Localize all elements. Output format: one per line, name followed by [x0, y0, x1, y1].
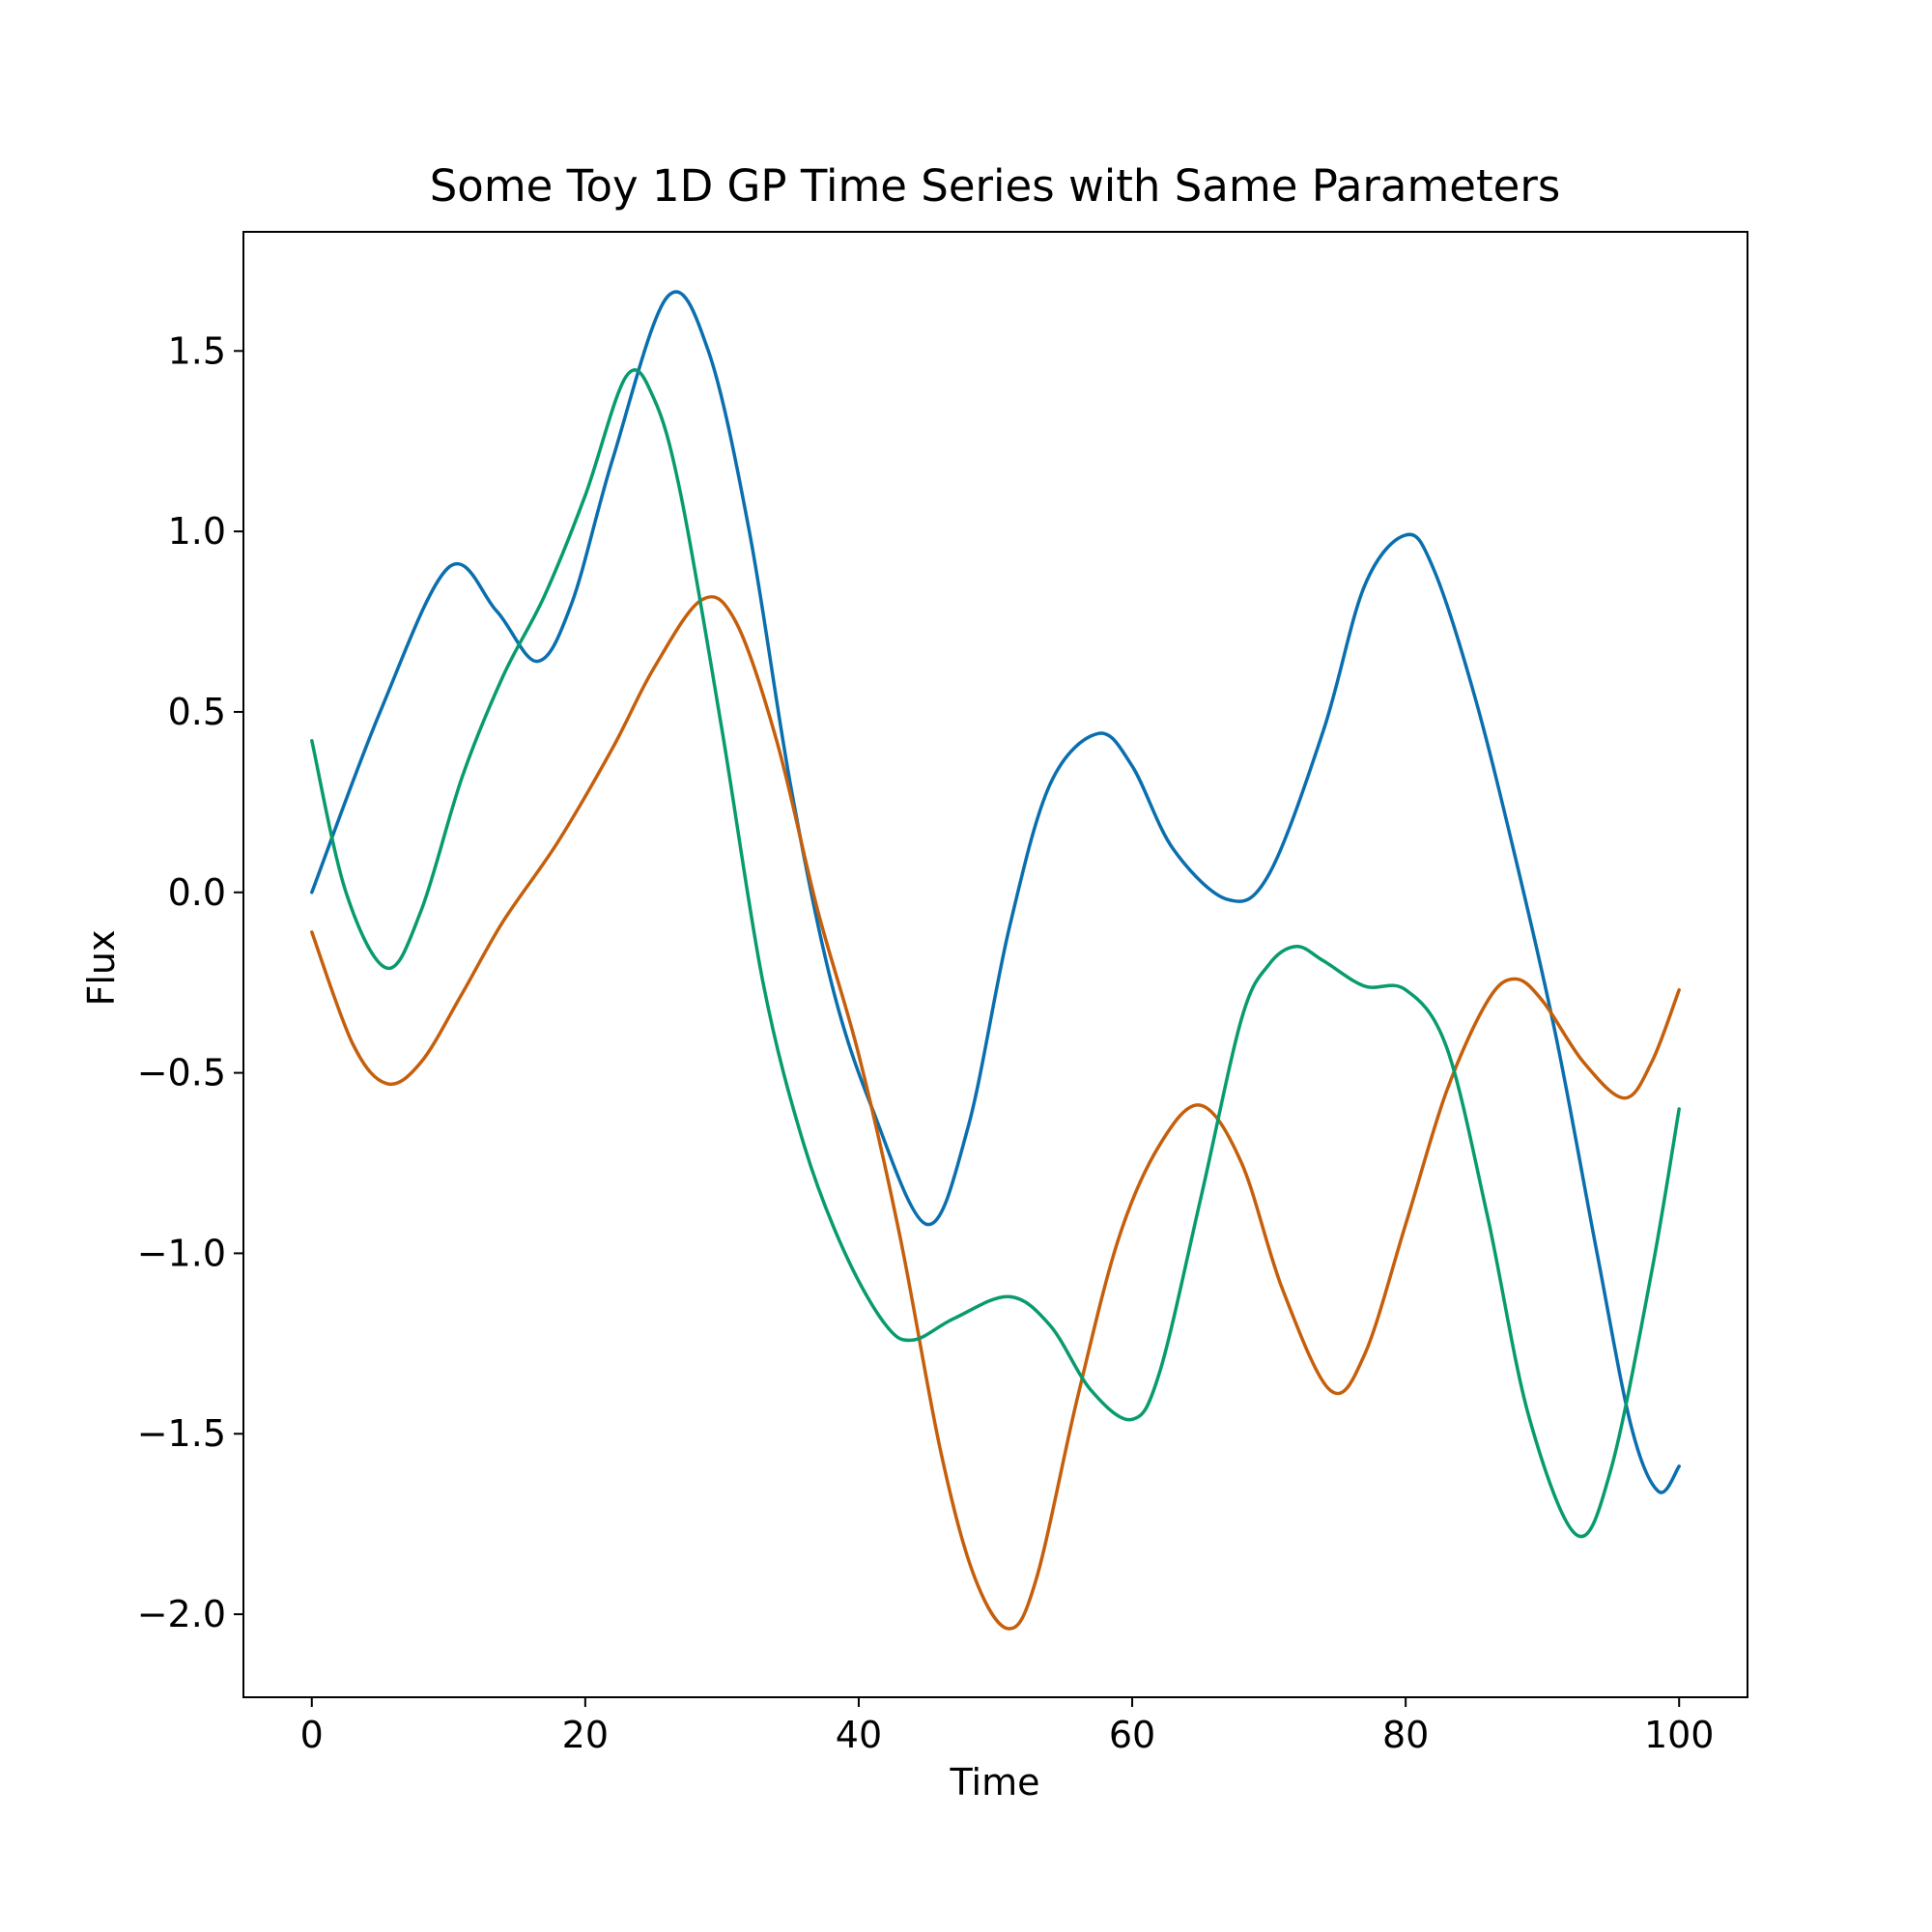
- x-axis-label: Time: [950, 1761, 1040, 1804]
- y-axis: 1.5 1.0 0.5 0.0 −0.5 −1.0 −1.5 −2.0: [137, 329, 243, 1635]
- y-tick-label: −1.5: [137, 1412, 226, 1455]
- x-tick-label: 100: [1644, 1714, 1715, 1756]
- y-tick-label: −1.0: [137, 1232, 226, 1274]
- y-tick-label: 1.5: [168, 329, 226, 372]
- x-axis: 0 20 40 60 80 100: [300, 1697, 1715, 1756]
- x-tick-label: 0: [300, 1714, 324, 1756]
- y-tick-label: −2.0: [137, 1593, 226, 1635]
- y-tick-label: −0.5: [137, 1052, 226, 1094]
- plot-frame: [242, 231, 1748, 1698]
- y-tick-label: 0.5: [168, 691, 226, 733]
- y-tick-label: 0.0: [168, 871, 226, 914]
- series-line-2: [310, 595, 1681, 1631]
- x-tick-label: 40: [836, 1714, 882, 1756]
- series-line-3: [310, 368, 1681, 1539]
- x-tick-label: 60: [1109, 1714, 1155, 1756]
- series-layer: [310, 290, 1681, 1631]
- x-tick-label: 80: [1382, 1714, 1429, 1756]
- series-line-1: [310, 290, 1681, 1494]
- y-tick-label: 1.0: [168, 510, 226, 553]
- y-axis-label: Flux: [80, 930, 123, 1007]
- x-tick-label: 20: [562, 1714, 609, 1756]
- chart-title: Some Toy 1D GP Time Series with Same Par…: [430, 160, 1561, 212]
